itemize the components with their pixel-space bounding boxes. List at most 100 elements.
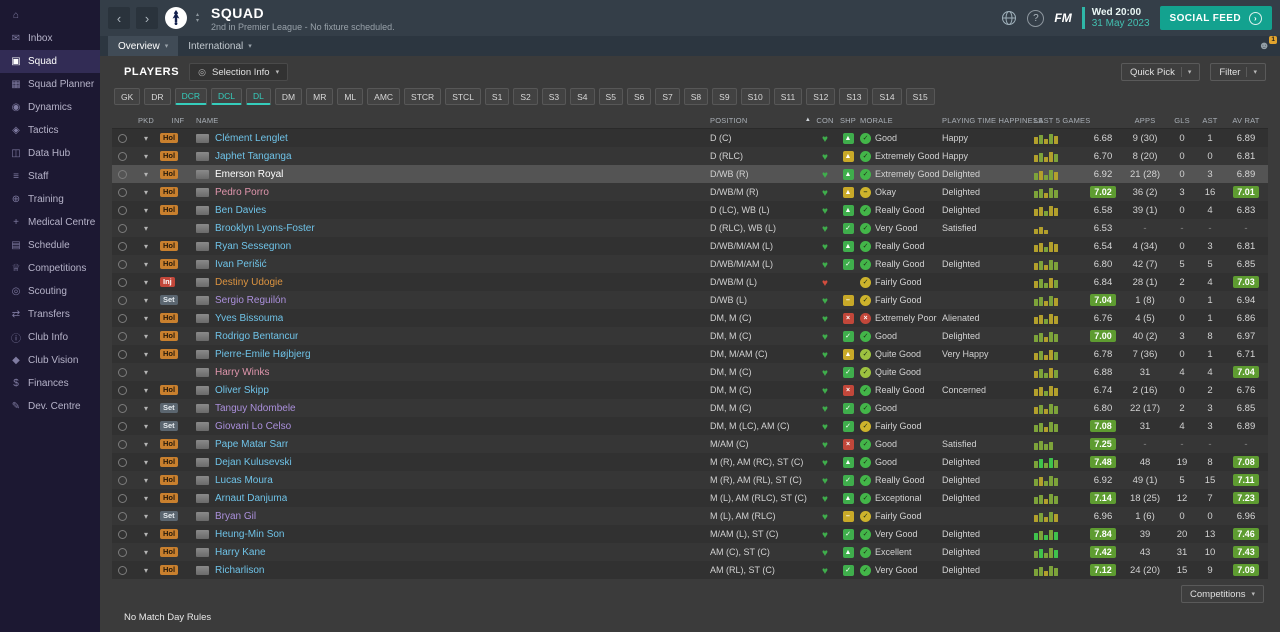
row-menu-chevron-icon[interactable]: ▾ — [143, 439, 148, 449]
row-checkbox[interactable] — [117, 475, 127, 485]
sidebar-item-training[interactable]: ⊕ Training — [11, 194, 64, 205]
position-filter-s1[interactable]: S1 — [484, 88, 510, 105]
row-checkbox[interactable] — [117, 493, 127, 503]
row-menu-chevron-icon[interactable]: ▾ — [143, 475, 148, 485]
player-name[interactable]: Bryan Gil — [215, 510, 257, 522]
row-checkbox[interactable] — [117, 547, 127, 557]
row-menu-chevron-icon[interactable]: ▾ — [143, 493, 148, 503]
player-row[interactable]: ▾ Hol Ben Davies D (LC), WB (L) ♥ ▲ ✓ Really Go… — [112, 201, 1268, 219]
player-name[interactable]: Pape Matar Sarr — [215, 438, 289, 450]
player-row[interactable]: ▾ Hol Pierre-Emile Højbjerg DM, M/AM (C) ♥ ▲ ✓… — [112, 345, 1268, 363]
position-filter-mr[interactable]: MR — [306, 88, 334, 105]
position-filter-s7[interactable]: S7 — [655, 88, 680, 105]
column-header-pkd[interactable]: PKD — [137, 115, 155, 125]
player-name[interactable]: Pedro Porro — [215, 186, 269, 198]
player-row[interactable]: ▾ Set Bryan Gil M (L), AM (RLC) ♥ – ✓ Fairly Go… — [112, 507, 1268, 525]
player-name[interactable]: Clément Lenglet — [215, 132, 288, 144]
position-filter-s11[interactable]: S11 — [773, 88, 803, 105]
position-filter-s4[interactable]: S4 — [570, 88, 595, 105]
club-badge[interactable] — [164, 6, 188, 30]
section-up-down-icon[interactable]: ▴ ▾ — [196, 12, 200, 24]
player-row[interactable]: ▾ Hol Clément Lenglet D (C) ♥ ▲ ✓ Good Happy 6.68… — [112, 129, 1268, 147]
player-row[interactable]: ▾ Set Giovani Lo Celso DM, M (LC), AM (C) ♥ ✓… — [112, 417, 1268, 435]
position-filter-ml[interactable]: ML — [337, 88, 364, 105]
player-row[interactable]: ▾ Hol Heung-Min Son M/AM (L), ST (C) ♥ ✓ ✓ Very… — [112, 525, 1268, 543]
row-menu-chevron-icon[interactable]: ▾ — [143, 241, 148, 251]
sidebar-item-tactics[interactable]: ◈ Tactics — [0, 119, 100, 142]
player-row[interactable]: ▾ Hol Richarlison AM (RL), ST (C) ♥ ✓ ✓ Very Go… — [112, 561, 1268, 579]
sidebar-item-staff[interactable]: ≡ Staff — [0, 165, 100, 188]
sidebar-item-dev-centre[interactable]: ✎ Dev. Centre — [11, 401, 81, 412]
player-name[interactable]: Pierre-Emile Højbjerg — [215, 348, 311, 360]
sidebar-item-squad[interactable]: ▣ Squad — [0, 50, 100, 73]
row-menu-chevron-icon[interactable]: ▾ — [143, 565, 148, 575]
player-row[interactable]: ▾ Hol Ivan Perišić D/WB/M/AM (L) ♥ ✓ ✓ Really G… — [112, 255, 1268, 273]
row-menu-chevron-icon[interactable]: ▾ — [143, 349, 148, 359]
row-checkbox[interactable] — [117, 421, 127, 431]
tab-international[interactable]: International ▾ — [188, 40, 252, 52]
row-menu-chevron-icon[interactable]: ▾ — [143, 547, 148, 557]
social-feed-button[interactable]: SOCIAL FEED › — [1159, 6, 1272, 30]
row-checkbox[interactable] — [117, 439, 127, 449]
position-filter-s15[interactable]: S15 — [905, 88, 935, 105]
row-menu-chevron-icon[interactable]: ▾ — [143, 403, 148, 413]
position-filter-s8[interactable]: S8 — [683, 88, 709, 105]
sidebar-item-transfers[interactable]: ⇄ Transfers — [11, 309, 70, 320]
row-checkbox[interactable] — [117, 529, 127, 539]
selection-info-button[interactable]: ◎ Selection Info ▾ — [189, 63, 289, 81]
player-name[interactable]: Lucas Moura — [215, 474, 273, 486]
player-name[interactable]: Richarlison — [215, 564, 265, 576]
player-name[interactable]: Emerson Royal — [215, 168, 284, 180]
player-name[interactable]: Ben Davies — [215, 204, 267, 216]
position-filter-stcl[interactable]: STCL — [445, 88, 481, 105]
position-filter-amc[interactable]: AMC — [367, 88, 401, 105]
row-checkbox[interactable] — [117, 259, 127, 269]
player-name[interactable]: Heung-Min Son — [215, 528, 285, 540]
row-checkbox[interactable] — [117, 205, 127, 215]
player-name[interactable]: Arnaut Danjuma — [215, 492, 288, 504]
position-filter-s14[interactable]: S14 — [872, 88, 902, 105]
row-checkbox[interactable] — [117, 133, 127, 143]
help-icon[interactable]: ? — [1027, 9, 1045, 27]
row-checkbox[interactable] — [117, 565, 127, 575]
row-checkbox[interactable] — [117, 151, 127, 161]
column-header-morale[interactable]: MORALE — [860, 115, 893, 125]
position-filter-dm[interactable]: DM — [274, 88, 303, 105]
sidebar-item-club-vision[interactable]: ◆ Club Vision — [0, 349, 100, 372]
position-filter-s3[interactable]: S3 — [541, 88, 567, 105]
player-row[interactable]: ▾ Hol Oliver Skipp DM, M (C) ♥ × ✓ Really Good C… — [112, 381, 1268, 399]
row-menu-chevron-icon[interactable]: ▾ — [143, 511, 148, 521]
row-menu-chevron-icon[interactable]: ▾ — [143, 223, 148, 233]
player-name[interactable]: Harry Kane — [215, 546, 266, 558]
column-header-con[interactable]: CON — [816, 115, 834, 125]
row-checkbox[interactable] — [117, 385, 127, 395]
row-menu-chevron-icon[interactable]: ▾ — [143, 331, 148, 341]
column-header-gls[interactable]: GLS — [1174, 115, 1190, 125]
player-name[interactable]: Oliver Skipp — [215, 384, 269, 396]
player-name[interactable]: Brooklyn Lyons-Foster — [215, 222, 315, 234]
player-name[interactable]: Rodrigo Bentancur — [215, 330, 299, 342]
column-header-shp[interactable]: SHP — [839, 115, 857, 125]
globe-icon[interactable] — [1000, 10, 1017, 27]
back-button[interactable]: ‹ — [108, 7, 130, 29]
forward-button[interactable]: › — [136, 7, 158, 29]
player-name[interactable]: Dejan Kulusevski — [215, 456, 292, 468]
filter-button[interactable]: Filter ▾ — [1210, 63, 1266, 81]
row-menu-chevron-icon[interactable]: ▾ — [143, 187, 148, 197]
player-row[interactable]: ▾ Hol Arnaut Danjuma M (L), AM (RLC), ST (C… — [112, 489, 1268, 507]
row-menu-chevron-icon[interactable]: ▾ — [143, 457, 148, 467]
player-row[interactable]: ▾ Brooklyn Lyons-Foster D (RLC), WB (L) ♥ ✓ ✓… — [112, 219, 1268, 237]
row-checkbox[interactable] — [117, 223, 127, 233]
player-row[interactable]: ▾ Inj Destiny Udogie D/WB/M (L) ♥ ✓ Fairly Goo… — [112, 273, 1268, 291]
position-filter-dcr[interactable]: DCR — [174, 88, 207, 105]
sidebar-item-data-hub[interactable]: ◫ Data Hub — [11, 148, 71, 159]
row-menu-chevron-icon[interactable]: ▾ — [143, 295, 148, 305]
player-row[interactable]: ▾ Set Sergio Reguilón D/WB (L) ♥ – ✓ Fairly Goo… — [112, 291, 1268, 309]
player-row[interactable]: ▾ Hol Pape Matar Sarr M/AM (C) ♥ × ✓ Good Satisf… — [112, 435, 1268, 453]
player-name[interactable]: Giovani Lo Celso — [215, 420, 292, 432]
position-filter-dl[interactable]: DL — [246, 88, 271, 105]
player-name[interactable]: Sergio Reguilón — [215, 294, 287, 306]
player-row[interactable]: ▾ Hol Ryan Sessegnon D/WB/M/AM (L) ♥ ▲ ✓ Really… — [112, 237, 1268, 255]
row-menu-chevron-icon[interactable]: ▾ — [143, 169, 148, 179]
position-filter-s2[interactable]: S2 — [513, 88, 538, 105]
